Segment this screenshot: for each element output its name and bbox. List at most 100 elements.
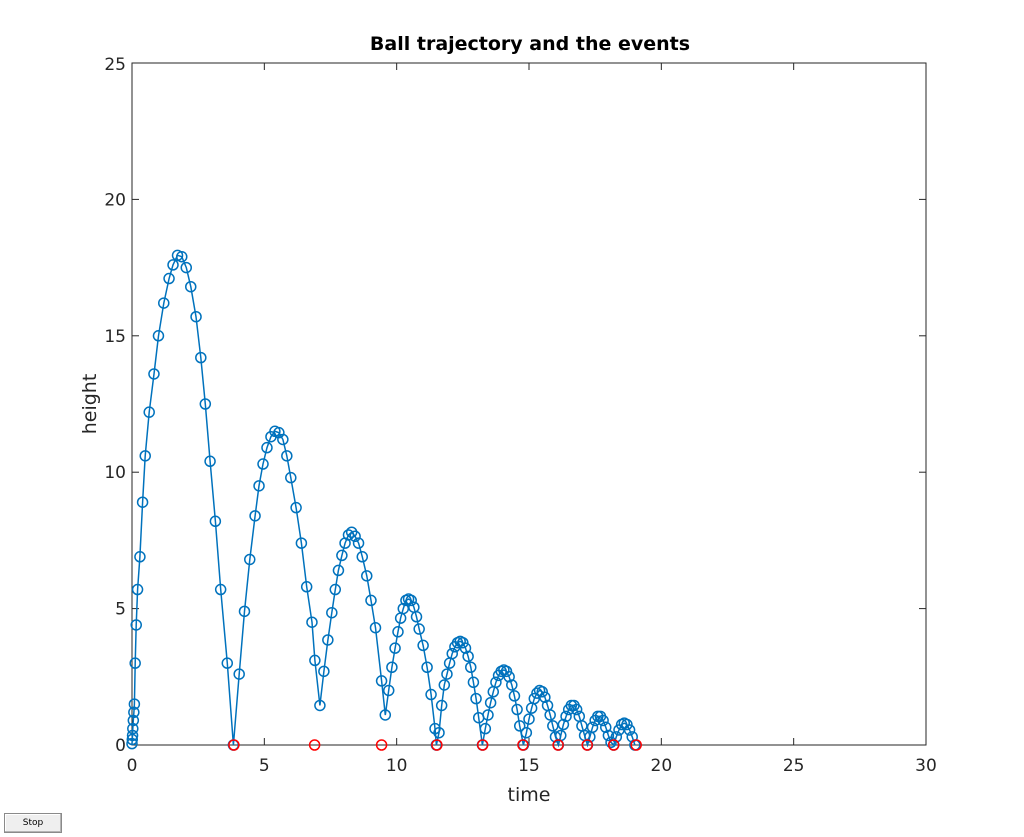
trajectory-point [277, 433, 289, 446]
trajectory-point [425, 688, 437, 701]
trajectory-point [129, 657, 141, 669]
x-tick-label: 15 [518, 756, 540, 776]
y-tick-label-top: 25 [104, 55, 126, 75]
trajectory-point [365, 594, 377, 607]
trajectory-point [421, 661, 433, 674]
trajectory-point [281, 450, 293, 462]
trajectory-point [438, 679, 451, 691]
event-point [476, 739, 489, 751]
trajectory-point [253, 480, 265, 492]
trajectory-point [610, 731, 623, 743]
trajectory-point [503, 671, 515, 683]
trajectory-point [336, 549, 348, 562]
trajectory-point [490, 676, 502, 689]
trajectory-point [508, 690, 521, 702]
trajectory-point [435, 699, 448, 712]
trajectory-point [513, 720, 526, 732]
trajectory-point [329, 583, 342, 596]
trajectory-point [190, 310, 202, 323]
trajectory-point [528, 692, 541, 705]
x-tick-label: 5 [259, 756, 270, 776]
trajectory-point [482, 709, 494, 721]
trajectory-point [214, 583, 227, 596]
trajectory-point [602, 729, 615, 742]
trajectory-point [163, 272, 175, 285]
x-tick-label: 10 [386, 756, 408, 776]
trajectory-point [441, 668, 453, 680]
trajectory-point [257, 458, 269, 470]
trajectory-point [433, 726, 445, 739]
events-series [228, 739, 642, 751]
y-tick-labels: 0 5 10 15 20 [104, 190, 126, 756]
trajectory-point [152, 330, 165, 342]
trajectory-point [326, 606, 338, 619]
trajectory-point [459, 642, 472, 654]
trajectory-point [506, 679, 518, 691]
event-point [431, 739, 443, 751]
x-axis-label: time [508, 784, 551, 806]
trajectory-point [127, 722, 139, 735]
trajectory-point [557, 718, 570, 731]
trajectory-point [536, 686, 548, 698]
stop-button[interactable]: Stop [4, 813, 62, 833]
trajectory-point [597, 714, 609, 727]
trajectory-point [405, 594, 417, 607]
trajectory-point [126, 733, 139, 746]
trajectory-point [126, 729, 139, 742]
trajectory-point [180, 261, 193, 274]
trajectory-point [389, 642, 401, 654]
trajectory-point [570, 703, 583, 716]
trajectory-point [413, 623, 425, 635]
trajectory-point [484, 696, 497, 709]
trajectory-point [457, 636, 469, 649]
trajectory-point [392, 626, 404, 638]
event-point [581, 739, 593, 751]
trajectory-point [318, 665, 330, 678]
trajectory-point [290, 501, 302, 514]
trajectory-point [382, 684, 395, 697]
trajectory-point [134, 551, 146, 563]
trajectory-point [375, 675, 388, 687]
trajectory-point [520, 726, 533, 739]
trajectory-point [586, 721, 599, 734]
trajectory-point [295, 537, 308, 549]
trajectory-point [342, 529, 355, 541]
trajectory-point [356, 551, 369, 563]
trajectory-point [332, 564, 345, 577]
chart-title: Ball trajectory and the events [370, 33, 690, 55]
trajectory-point [309, 654, 321, 667]
trajectory-point [465, 661, 477, 674]
x-tick-label: 30 [915, 756, 937, 776]
event-point [375, 739, 388, 751]
trajectory-point [349, 530, 361, 543]
trajectory-point [560, 710, 572, 723]
trajectory-point [130, 619, 142, 631]
trajectory-point [410, 611, 423, 623]
trajectory-point [249, 510, 261, 522]
y-tick-label: 0 [115, 736, 126, 756]
trajectory-point [204, 455, 216, 468]
event-point [517, 739, 529, 751]
x-tick-label: 0 [127, 756, 138, 776]
trajectory-point [386, 661, 398, 674]
trajectory-point [306, 616, 318, 628]
x-tick-labels: 0 5 10 15 20 25 30 [127, 756, 937, 776]
trajectory-point [479, 722, 492, 735]
trajectory-point [539, 691, 551, 704]
event-point [630, 739, 642, 751]
trajectory-point [352, 537, 365, 549]
trajectory-point [261, 441, 273, 454]
trajectory-point [128, 706, 140, 719]
trajectory-point [500, 665, 513, 678]
trajectory-point [139, 450, 151, 462]
trajectory-point [523, 713, 535, 725]
y-tick-label: 20 [104, 190, 126, 210]
trajectory-point [285, 471, 297, 484]
trajectory-point [185, 280, 197, 293]
trajectory-point [128, 698, 141, 710]
trajectory-point [148, 368, 160, 380]
trajectory-point [446, 647, 458, 660]
event-point [308, 739, 321, 751]
trajectory-point [623, 724, 636, 736]
